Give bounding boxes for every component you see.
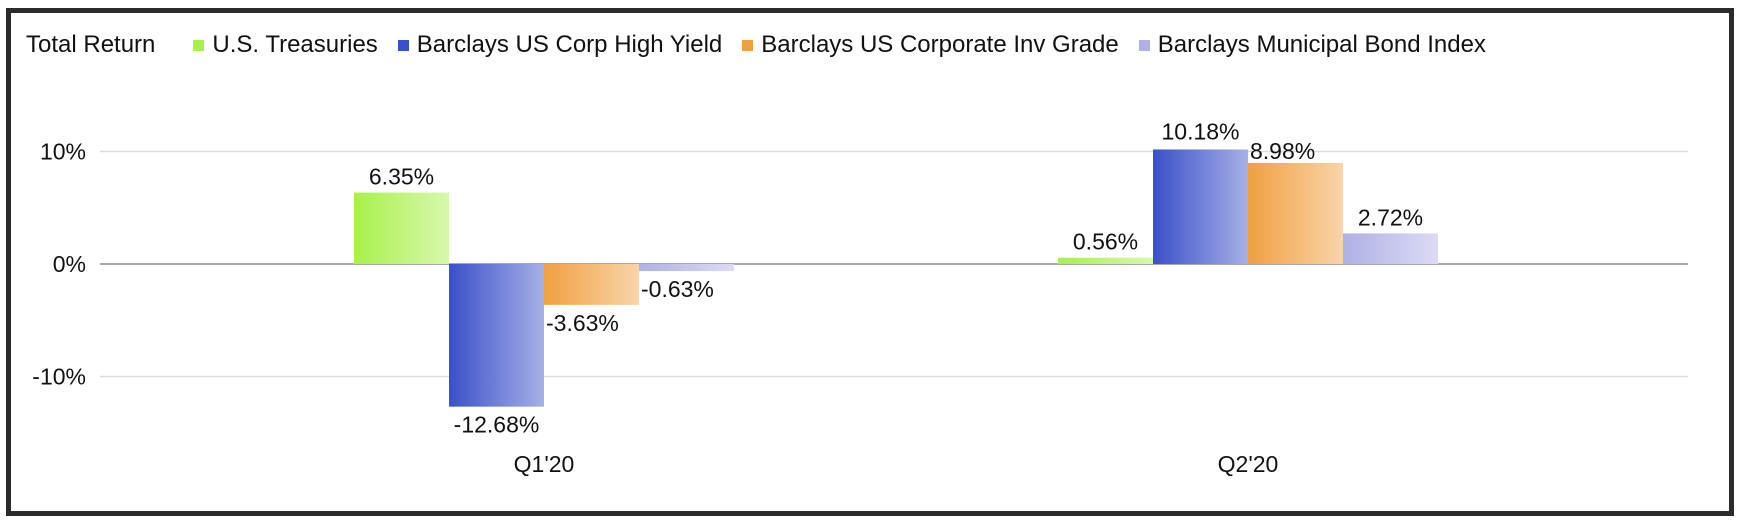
y-tick-label: 0% — [53, 251, 86, 277]
data-label-treasuries-q2: 0.56% — [1073, 229, 1138, 255]
bar-inv-grade-q1 — [544, 264, 639, 305]
legend-label-high-yield: Barclays US Corp High Yield — [416, 31, 723, 58]
legend: Total Return U.S. Treasuries Barclays US… — [26, 30, 1506, 60]
bar-layer — [354, 149, 1438, 407]
data-label-municipal-q2: 2.72% — [1358, 204, 1423, 230]
legend-item-high-yield: Barclays US Corp High Yield — [397, 31, 723, 59]
legend-title: Total Return — [26, 31, 156, 58]
data-label-high-yield-q1: -12.68% — [454, 412, 540, 438]
legend-label-treasuries: U.S. Treasuries — [212, 31, 378, 58]
data-label-municipal-q1: -0.63% — [641, 276, 714, 302]
y-tick-label: -10% — [32, 364, 86, 390]
bar-high-yield-q1 — [449, 264, 544, 407]
legend-swatch-inv-grade — [742, 39, 754, 51]
x-category-label: Q2'20 — [1218, 451, 1279, 477]
legend-item-treasuries: U.S. Treasuries — [193, 31, 378, 59]
grid-layer: 10% 0% -10% — [32, 139, 1688, 390]
bar-municipal-q2 — [1343, 233, 1438, 264]
bar-high-yield-q2 — [1153, 149, 1248, 264]
legend-item-inv-grade: Barclays US Corporate Inv Grade — [742, 31, 1119, 59]
bar-municipal-q1 — [639, 264, 734, 272]
data-label-inv-grade-q2: 8.98% — [1250, 138, 1315, 164]
chart-frame — [6, 8, 1734, 516]
legend-item-municipal: Barclays Municipal Bond Index — [1138, 31, 1486, 59]
legend-swatch-municipal — [1138, 39, 1150, 51]
label-layer: 6.35% -12.68% -3.63% -0.63% Q1'20 0.56% 10.18%… — [369, 118, 1423, 477]
data-label-inv-grade-q1: -3.63% — [546, 310, 619, 336]
legend-swatch-high-yield — [397, 39, 409, 51]
legend-swatch-treasuries — [193, 39, 205, 51]
bar-inv-grade-q2 — [1248, 162, 1343, 264]
legend-label-municipal: Barclays Municipal Bond Index — [1157, 31, 1486, 58]
data-label-treasuries-q1: 6.35% — [369, 164, 434, 190]
x-category-label: Q1'20 — [514, 451, 575, 477]
bar-treasuries-q1 — [354, 192, 449, 264]
data-label-high-yield-q2: 10.18% — [1161, 118, 1239, 144]
y-tick-label: 10% — [40, 139, 86, 165]
bar-treasuries-q2 — [1058, 257, 1153, 264]
legend-label-inv-grade: Barclays US Corporate Inv Grade — [761, 31, 1119, 58]
